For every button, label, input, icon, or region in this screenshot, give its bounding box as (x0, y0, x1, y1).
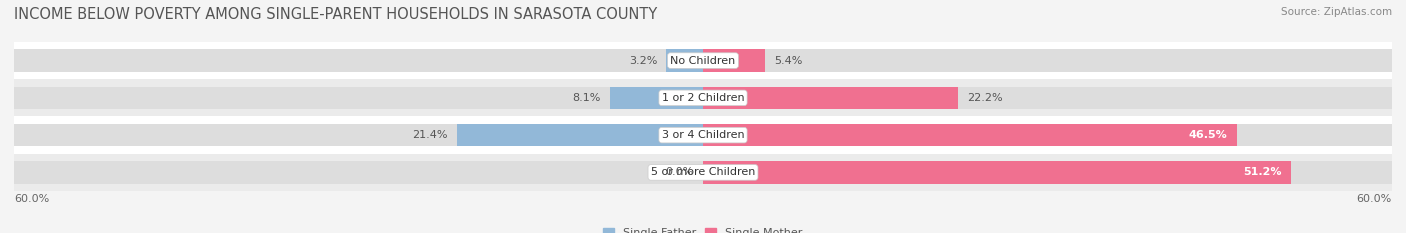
Text: 0.0%: 0.0% (665, 168, 693, 177)
Text: 51.2%: 51.2% (1243, 168, 1282, 177)
Bar (14, 161, 703, 184)
Bar (14, 87, 703, 109)
Bar (14, 79, 1392, 116)
Bar (14, 42, 1392, 79)
Bar (703, 87, 957, 109)
Bar (703, 49, 765, 72)
Bar (457, 124, 703, 146)
Text: 46.5%: 46.5% (1189, 130, 1227, 140)
Bar (703, 49, 1392, 72)
Bar (14, 124, 703, 146)
Text: 3 or 4 Children: 3 or 4 Children (662, 130, 744, 140)
Text: 60.0%: 60.0% (1357, 194, 1392, 204)
Text: 1 or 2 Children: 1 or 2 Children (662, 93, 744, 103)
Text: 60.0%: 60.0% (14, 194, 49, 204)
Bar (703, 124, 1237, 146)
Bar (14, 154, 1392, 191)
Text: 21.4%: 21.4% (412, 130, 449, 140)
Bar (14, 49, 703, 72)
Bar (610, 87, 703, 109)
Legend: Single Father, Single Mother: Single Father, Single Mother (599, 223, 807, 233)
Bar (703, 124, 1392, 146)
Bar (14, 116, 1392, 154)
Text: INCOME BELOW POVERTY AMONG SINGLE-PARENT HOUSEHOLDS IN SARASOTA COUNTY: INCOME BELOW POVERTY AMONG SINGLE-PARENT… (14, 7, 658, 22)
Bar (703, 87, 1392, 109)
Text: No Children: No Children (671, 56, 735, 65)
Text: 22.2%: 22.2% (967, 93, 1002, 103)
Text: 3.2%: 3.2% (628, 56, 657, 65)
Text: 5.4%: 5.4% (775, 56, 803, 65)
Text: Source: ZipAtlas.com: Source: ZipAtlas.com (1281, 7, 1392, 17)
Text: 8.1%: 8.1% (572, 93, 600, 103)
Text: 5 or more Children: 5 or more Children (651, 168, 755, 177)
Bar (703, 161, 1392, 184)
Bar (666, 49, 703, 72)
Bar (703, 161, 1291, 184)
